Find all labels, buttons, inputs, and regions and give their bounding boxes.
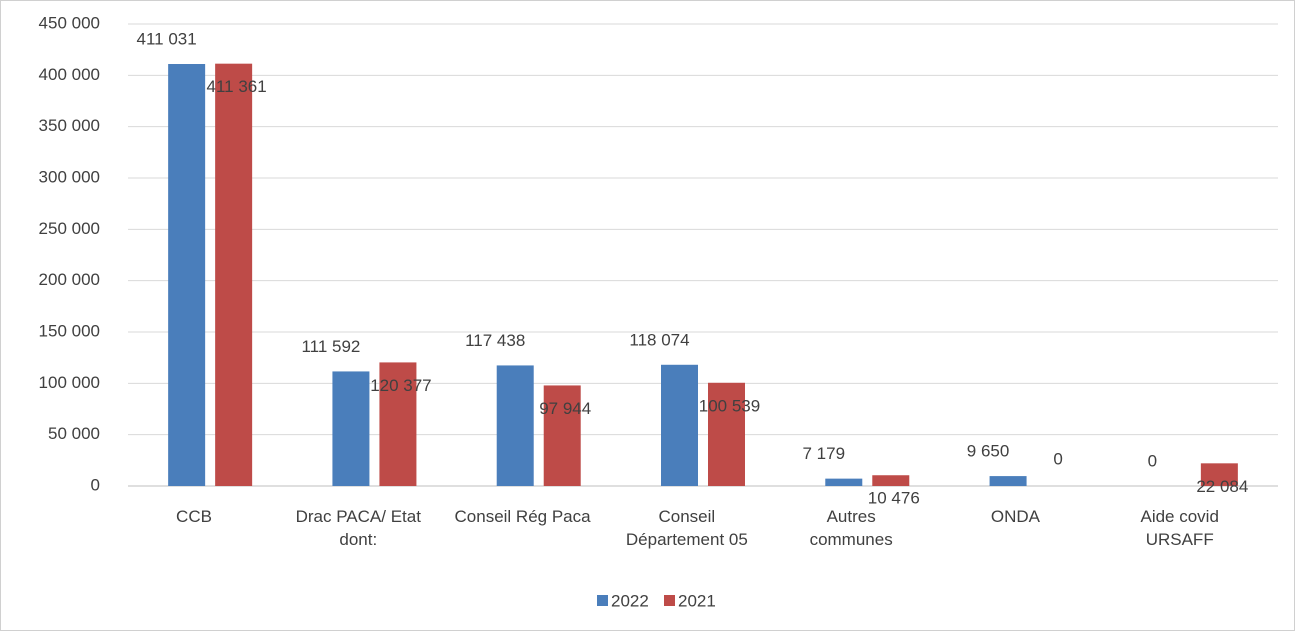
legend-swatch	[597, 595, 608, 606]
bar	[332, 371, 370, 486]
x-tick-label: CCB	[176, 507, 212, 526]
data-label: 111 592	[301, 337, 360, 356]
bar	[872, 475, 910, 486]
x-tick-label: Conseil Département 05	[625, 507, 748, 549]
data-label: 7 179	[803, 444, 846, 463]
x-tick-label: Conseil Rég Paca	[454, 507, 591, 526]
y-tick-label: 0	[91, 475, 100, 494]
data-label: 97 944	[539, 399, 591, 418]
data-label: 118 074	[629, 330, 689, 349]
bar	[708, 382, 745, 486]
data-label: 0	[1053, 449, 1062, 468]
bar	[1200, 463, 1238, 486]
data-label: 411 031	[137, 29, 197, 48]
y-tick-label: 150 000	[39, 321, 100, 340]
x-tick-label: Autres communes	[809, 507, 893, 549]
bar	[661, 364, 698, 486]
bar	[168, 64, 206, 486]
y-tick-label: 250 000	[39, 219, 100, 238]
y-tick-label: 450 000	[39, 13, 100, 32]
y-tick-label: 400 000	[39, 65, 100, 84]
data-label: 411 361	[207, 77, 267, 96]
data-label: 22 084	[1196, 477, 1248, 496]
data-label: 100 539	[699, 396, 760, 415]
legend-swatch	[664, 595, 675, 606]
data-label: 10 476	[868, 489, 920, 508]
x-tick-label: Drac PACA/ Etat dont:	[295, 507, 421, 549]
y-tick-label: 100 000	[39, 373, 100, 392]
data-label: 117 438	[465, 331, 525, 350]
bar	[825, 478, 863, 486]
y-tick-label: 350 000	[39, 116, 100, 135]
data-label: 120 377	[370, 376, 431, 395]
legend-label: 2022	[611, 591, 649, 610]
bar	[989, 476, 1027, 486]
x-tick-label: ONDA	[990, 507, 1040, 526]
bar	[215, 63, 253, 486]
legend-label: 2021	[678, 591, 716, 610]
data-label: 0	[1148, 451, 1157, 470]
data-label: 9 650	[967, 442, 1010, 461]
x-tick-label: Aide covid URSAFF	[1140, 507, 1219, 549]
y-tick-label: 50 000	[48, 424, 100, 443]
bar	[496, 365, 534, 486]
bar	[379, 362, 417, 486]
bar	[543, 385, 581, 486]
y-tick-label: 300 000	[39, 167, 100, 186]
y-tick-label: 200 000	[39, 270, 100, 289]
